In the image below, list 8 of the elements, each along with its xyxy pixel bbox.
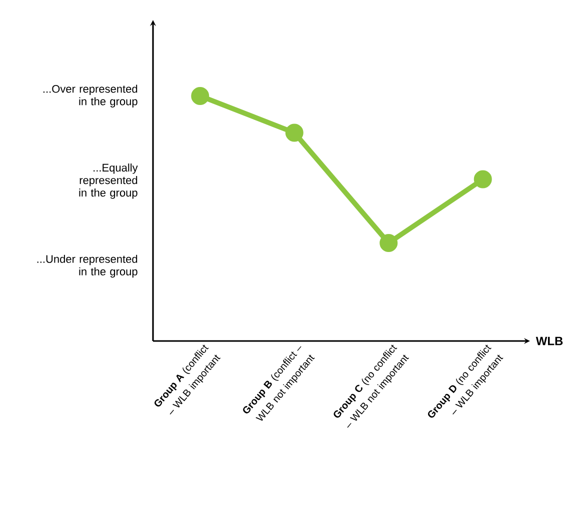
point <box>474 170 492 188</box>
text: ...Equally represented in the group <box>79 164 138 199</box>
text: ...Over represented in the group <box>43 84 138 108</box>
point <box>285 124 304 142</box>
x-axis-title: WLB <box>536 336 563 346</box>
text: ...Under represented in the group <box>37 254 138 278</box>
point <box>380 234 398 252</box>
point <box>191 86 210 105</box>
